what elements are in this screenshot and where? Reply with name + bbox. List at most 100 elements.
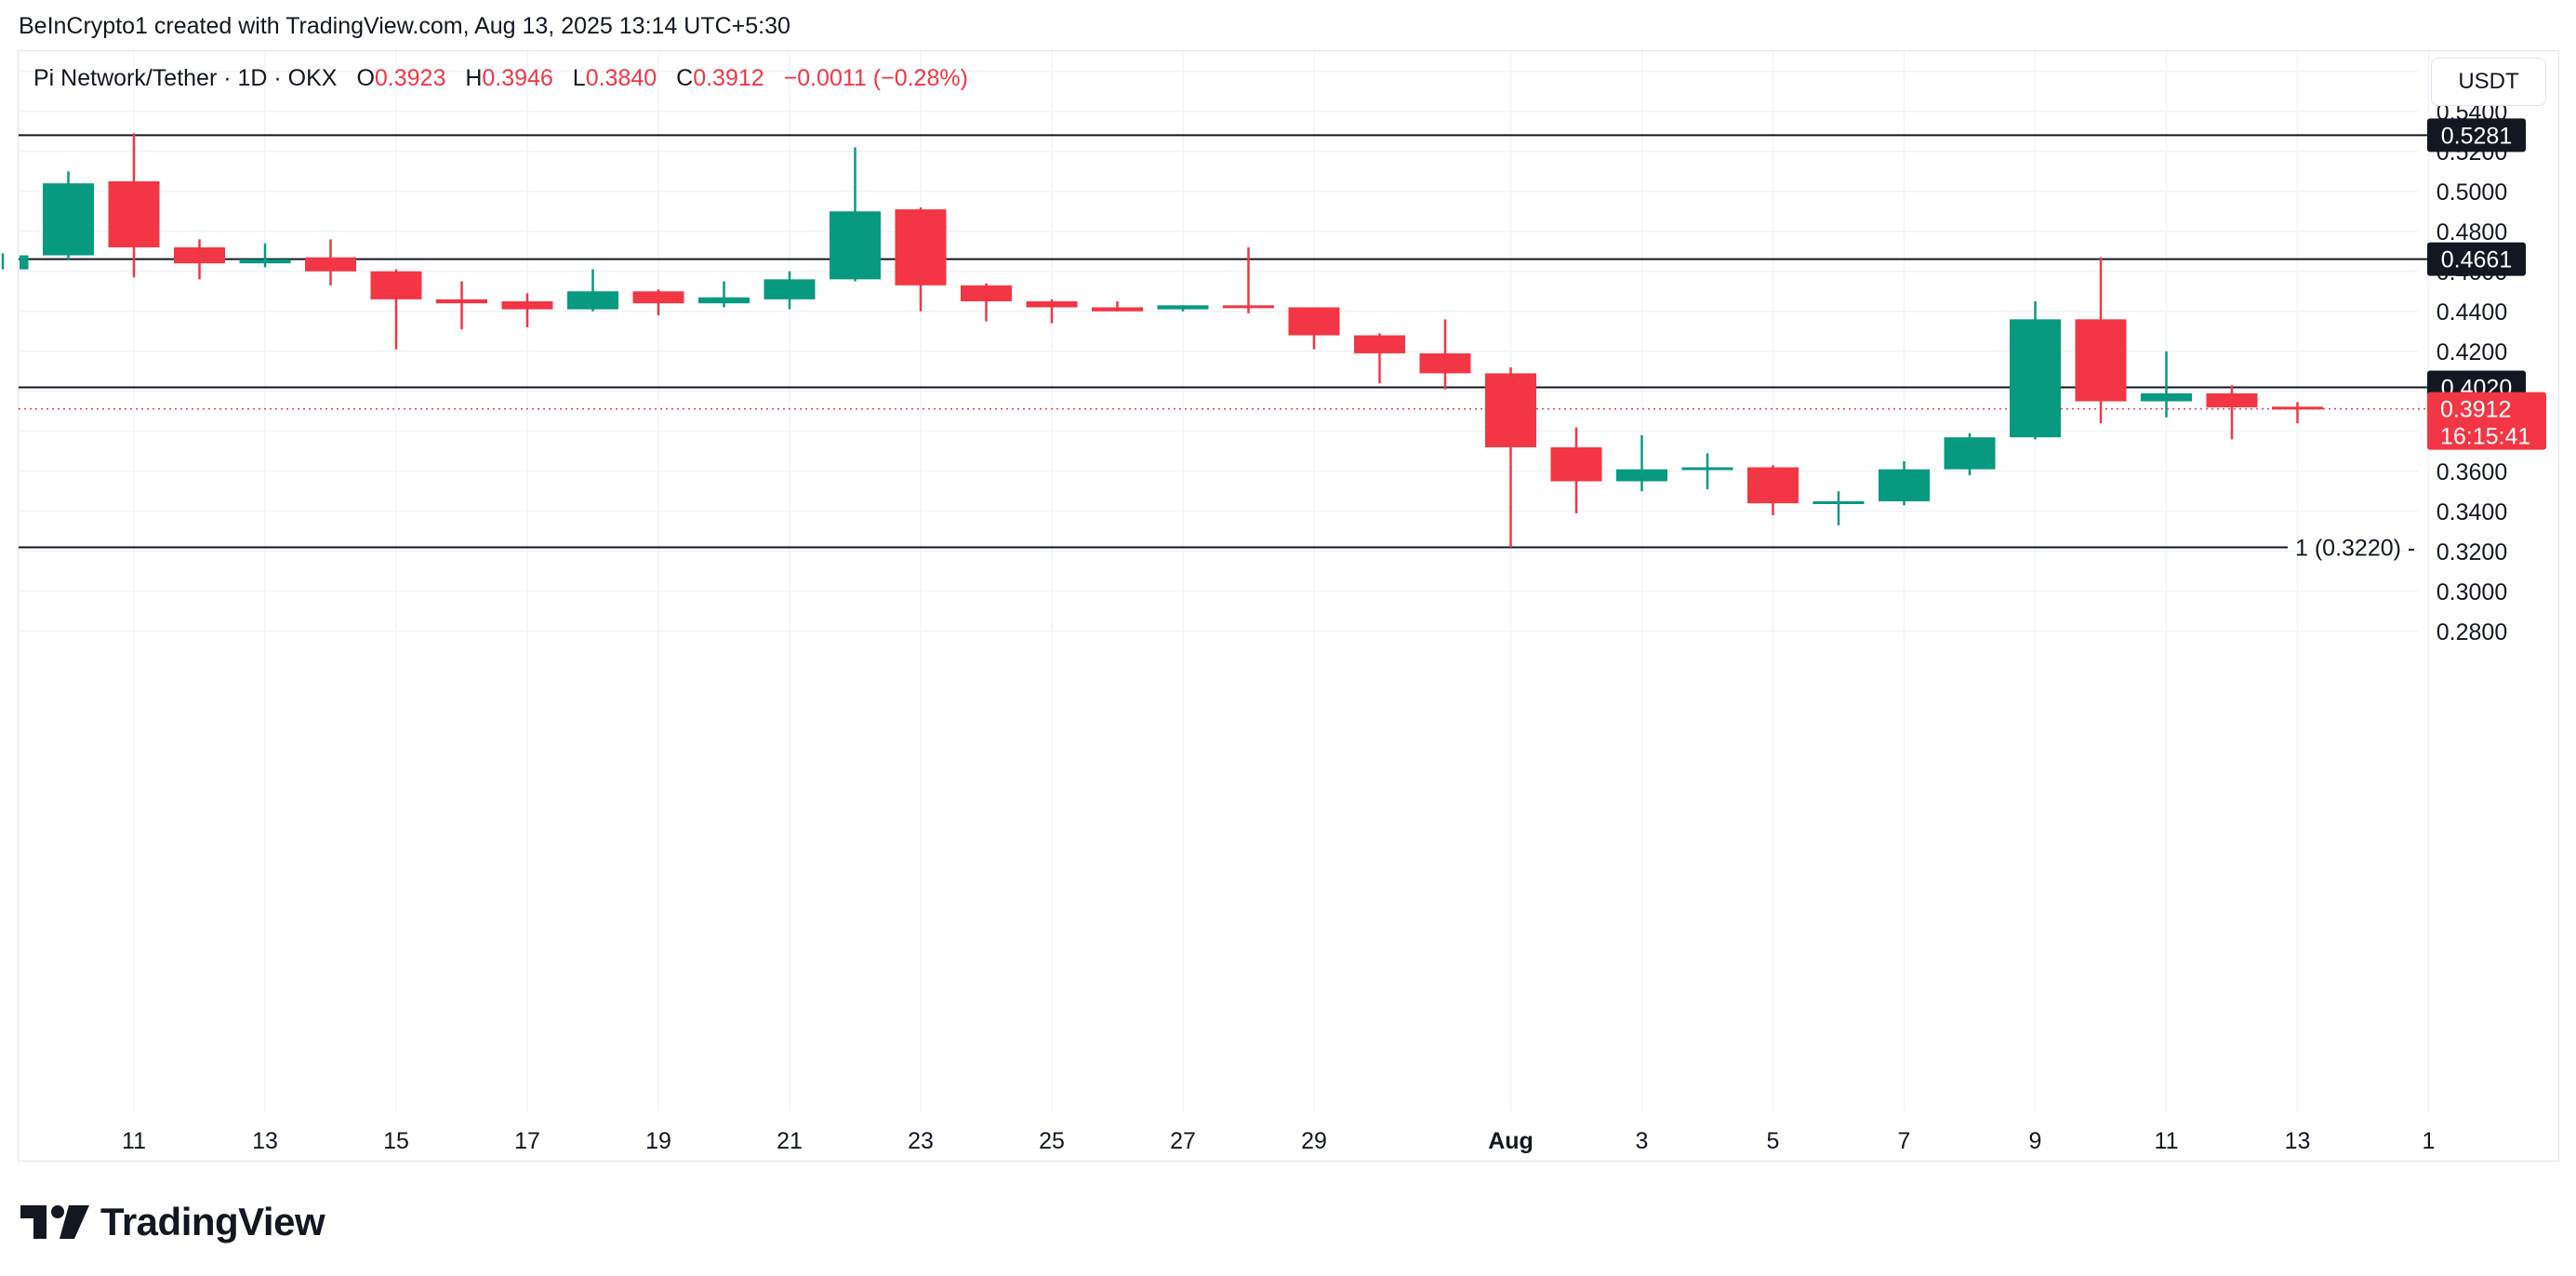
candle-body <box>108 181 160 247</box>
candle <box>1 253 29 270</box>
candle <box>2010 301 2061 440</box>
candle-body <box>2075 319 2127 402</box>
x-tick-label: 11 <box>122 1128 146 1154</box>
chart-credit: BeInCrypto1 created with TradingView.com… <box>19 13 790 39</box>
horizontal-levels: 1 (0.3220) - <box>19 134 2427 561</box>
y-tick-label: 0.3400 <box>2437 499 2507 525</box>
tradingview-logo-icon <box>20 1205 89 1239</box>
x-tick-label: 15 <box>383 1128 409 1154</box>
high-value: 0.3946 <box>482 65 553 91</box>
candle-body <box>1747 467 1799 504</box>
candle <box>305 239 356 286</box>
candle-body <box>305 257 356 272</box>
candle-body <box>1288 307 1340 336</box>
candle <box>1157 305 1209 312</box>
candle <box>174 239 225 280</box>
grid-lines <box>19 51 2430 1111</box>
candle-body <box>1223 305 1274 309</box>
time-axis: 11 13 15 17 19 21 23 25 27 29 Aug 3 5 7 9 11 13 1 <box>122 1128 2435 1154</box>
x-tick-label: 13 <box>252 1128 278 1154</box>
chart-frame <box>18 50 2559 1162</box>
candle <box>1812 491 1865 525</box>
x-tick-label: 3 <box>1636 1128 1649 1154</box>
low-label: L <box>572 65 586 91</box>
x-tick-label: 7 <box>1898 1128 1911 1154</box>
open-value: 0.3923 <box>374 65 446 91</box>
level-badge-label: 0.5281 <box>2441 123 2512 149</box>
x-tick-label: 21 <box>777 1128 803 1154</box>
candle <box>239 243 291 268</box>
candle <box>1026 299 1078 324</box>
candle-body <box>2141 392 2192 402</box>
close-value: 0.3912 <box>693 65 764 91</box>
candle <box>895 206 947 312</box>
candle <box>698 281 750 308</box>
tradingview-brand: TradingView <box>20 1200 325 1244</box>
level-badge-label: 0.4661 <box>2441 247 2512 273</box>
close-label: C <box>676 65 694 91</box>
candle <box>1288 307 1340 350</box>
candle-body <box>43 183 94 256</box>
candle-body <box>1092 307 1143 312</box>
x-tick-label: 25 <box>1039 1128 1065 1154</box>
y-tick-label: 0.5000 <box>2437 179 2507 206</box>
x-tick-label: 9 <box>2029 1128 2042 1154</box>
candle <box>43 171 94 259</box>
y-tick-label: 0.3200 <box>2437 539 2507 565</box>
candle <box>370 269 422 350</box>
candles <box>1 133 2323 548</box>
candle <box>764 271 816 310</box>
level-badge <box>2427 118 2526 153</box>
x-tick-label: 1 <box>2423 1128 2436 1154</box>
brand-name: TradingView <box>100 1200 325 1243</box>
candle-body <box>436 299 487 304</box>
candle-body <box>1485 373 1536 447</box>
y-tick-label: 0.4400 <box>2437 299 2507 326</box>
candle-body <box>1616 469 1667 482</box>
open-label: O <box>356 65 375 91</box>
candle <box>2075 257 2127 424</box>
countdown-label: 16:15:41 <box>2440 424 2530 450</box>
candle <box>830 147 881 282</box>
candle-body <box>20 255 29 270</box>
x-tick-label: 27 <box>1170 1128 1196 1154</box>
candle-body <box>2206 392 2258 407</box>
candle <box>2272 402 2323 424</box>
candle <box>436 281 487 330</box>
x-tick-label: 29 <box>1301 1128 1327 1154</box>
candle <box>961 283 1012 322</box>
candle <box>2141 351 2192 418</box>
candle <box>1485 366 1536 548</box>
y-tick-label: 0.2800 <box>2437 619 2507 645</box>
candle <box>1944 432 1996 476</box>
candle-body <box>1026 301 1078 308</box>
candle-body <box>567 291 618 310</box>
candle <box>1747 465 1799 516</box>
x-tick-label: 13 <box>2285 1128 2311 1154</box>
candle-body <box>1681 467 1733 471</box>
candle <box>2206 385 2258 440</box>
high-label: H <box>465 65 483 91</box>
x-tick-label: 19 <box>645 1128 671 1154</box>
candle <box>1879 461 1930 506</box>
candle-body <box>764 279 816 299</box>
candle-body <box>1354 335 1405 353</box>
change-value: −0.0011 (−0.28%) <box>783 65 968 91</box>
x-tick-label: 23 <box>908 1128 934 1154</box>
y-tick-label: 0.4800 <box>2437 219 2507 246</box>
candle-body <box>1419 352 1471 374</box>
candle <box>108 133 160 278</box>
currency-button[interactable]: USDT <box>2431 58 2546 106</box>
level-badge <box>2427 242 2526 276</box>
y-tick-label: 0.3000 <box>2437 579 2507 605</box>
candle-body <box>1550 446 1602 482</box>
candle-body <box>961 285 1012 302</box>
x-tick-label: 11 <box>2155 1128 2179 1154</box>
candle-body <box>239 259 291 264</box>
candle-body <box>501 301 553 310</box>
candle-body <box>370 271 422 299</box>
candle <box>1616 435 1667 492</box>
candle <box>1092 301 1143 312</box>
